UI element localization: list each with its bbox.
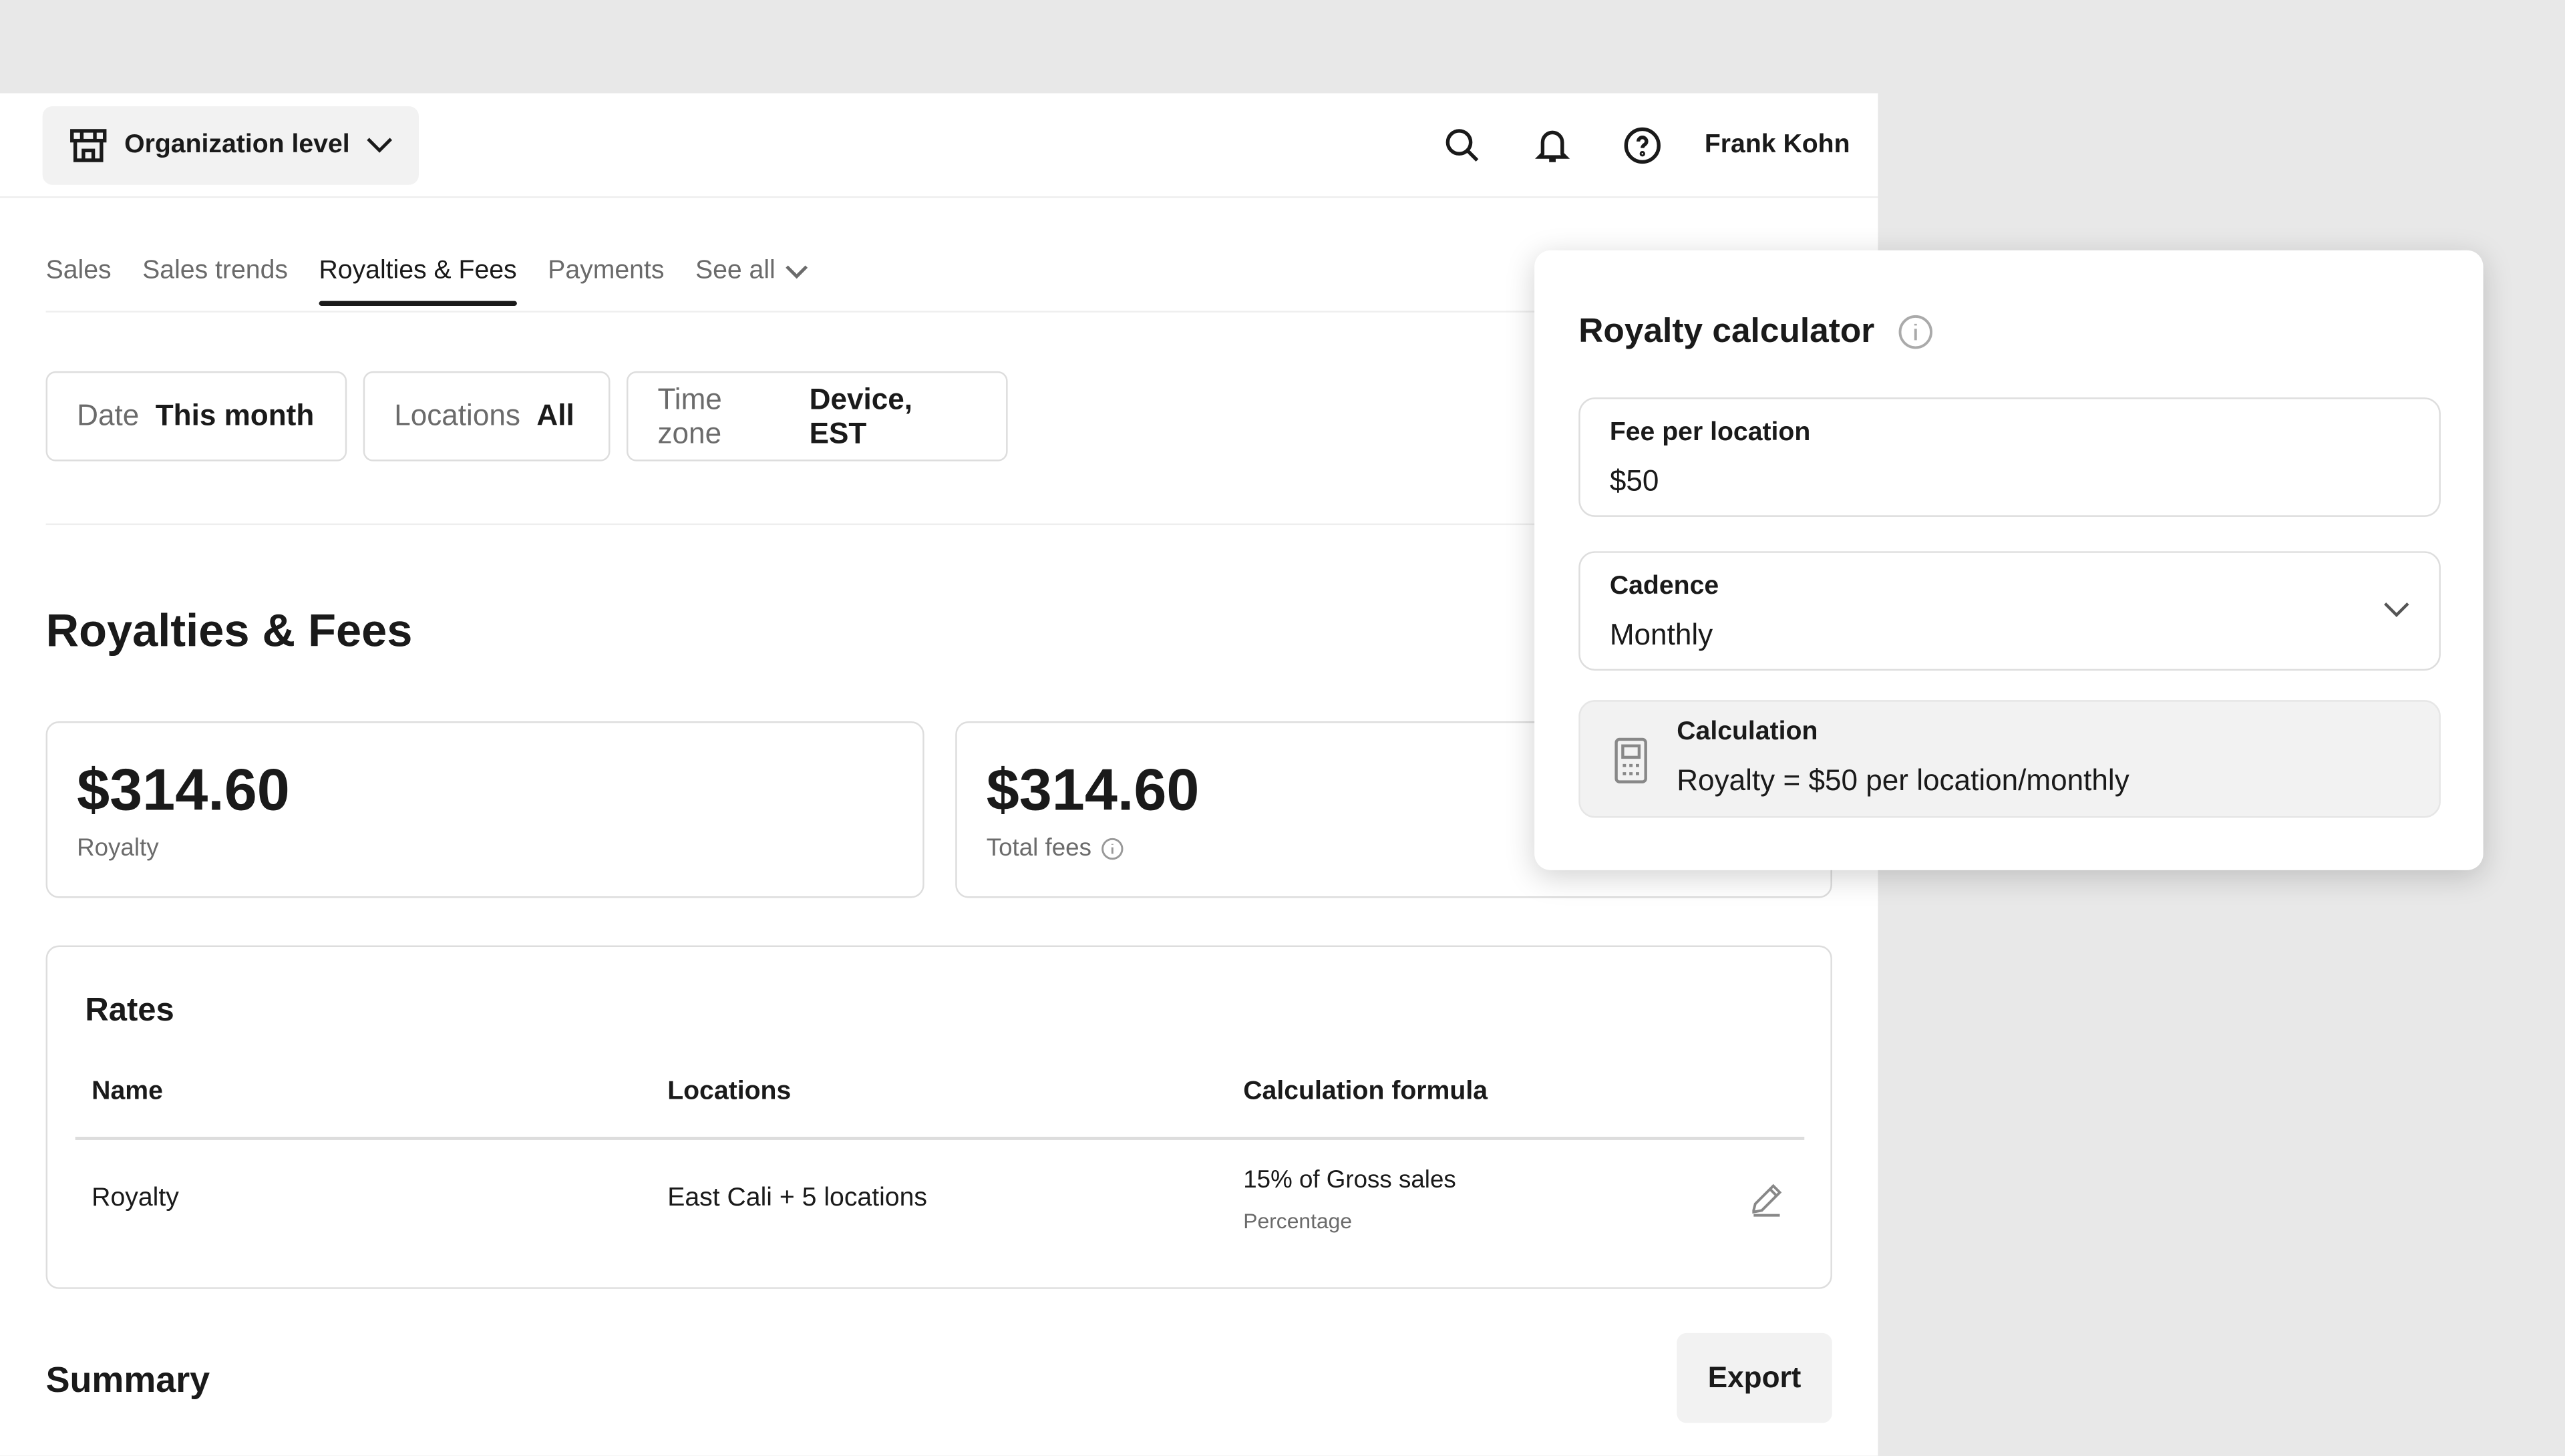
filter-value: This month: [155, 399, 315, 432]
field-label: Fee per location: [1609, 418, 1811, 447]
royalty-calculator-popover: Royalty calculator Fee per location $50 …: [1534, 250, 2484, 870]
metric-label: Royalty: [77, 834, 159, 862]
header-divider: [0, 196, 1878, 198]
rates-card: Rates Name Locations Calculation formula…: [45, 945, 1832, 1289]
rate-locations: East Cali + 5 locations: [667, 1184, 927, 1212]
edit-pencil-icon[interactable]: [1749, 1183, 1785, 1219]
filter-label: Time zone: [657, 381, 722, 449]
metric-label: Total fees: [986, 834, 1092, 862]
metric-value: $314.60: [986, 755, 1200, 823]
rate-name: Royalty: [92, 1184, 179, 1212]
search-icon[interactable]: [1443, 126, 1482, 166]
calculation-label: Calculation: [1677, 718, 1818, 746]
date-filter[interactable]: Date This month: [45, 371, 347, 462]
fee-per-location-input[interactable]: Fee per location $50: [1578, 397, 2441, 517]
locations-filter[interactable]: Locations All: [363, 371, 611, 462]
chevron-down-icon: [786, 265, 808, 279]
field-label: Cadence: [1609, 572, 1719, 600]
calculation-box: Calculation Royalty = $50 per location/m…: [1578, 700, 2441, 818]
organization-label: Organization level: [124, 130, 350, 159]
export-button[interactable]: Export: [1677, 1332, 1832, 1423]
calculator-title: Royalty calculator: [1578, 312, 1875, 351]
field-value: $50: [1609, 464, 1659, 498]
divider: [45, 523, 1846, 526]
chevron-down-icon: [366, 138, 392, 153]
rate-formula-type: Percentage: [1243, 1208, 1353, 1234]
filter-value: All: [536, 399, 574, 432]
tab-sales[interactable]: Sales: [45, 256, 112, 285]
tab-sales-trends[interactable]: Sales trends: [142, 256, 288, 285]
metric-value: $314.60: [77, 755, 290, 823]
bell-icon[interactable]: [1533, 126, 1572, 166]
filter-label: Locations: [394, 399, 520, 432]
summary-title: Summary: [45, 1359, 210, 1401]
tab-royalties-fees[interactable]: Royalties & Fees: [319, 256, 517, 306]
column-header-locations: Locations: [667, 1077, 792, 1106]
timezone-filter[interactable]: Time zone Device, EST: [626, 371, 1008, 462]
cadence-select[interactable]: Cadence Monthly: [1578, 551, 2441, 671]
column-header-formula: Calculation formula: [1243, 1077, 1488, 1106]
calculation-text: Royalty = $50 per location/monthly: [1677, 763, 2129, 797]
calculator-icon: [1614, 737, 1647, 783]
royalty-metric-card: $314.60 Royalty: [45, 721, 924, 898]
rate-formula: 15% of Gross sales: [1243, 1166, 1456, 1194]
see-all-label: See all: [695, 256, 776, 285]
user-name[interactable]: Frank Kohn: [1704, 130, 1850, 159]
total-fees-metric-card: $314.60 Total fees: [955, 721, 1832, 898]
rates-title: Rates: [85, 992, 174, 1029]
help-icon[interactable]: [1622, 126, 1662, 166]
info-icon[interactable]: [1101, 837, 1124, 860]
tabs-divider: [45, 311, 1846, 313]
tab-see-all[interactable]: See all: [695, 256, 808, 304]
chevron-down-icon: [2384, 602, 2409, 617]
tab-bar: Sales Sales trends Royalties & Fees Paym…: [45, 256, 808, 306]
field-value: Monthly: [1609, 618, 1713, 651]
storefront-icon: [70, 129, 107, 162]
tab-payments[interactable]: Payments: [548, 256, 665, 285]
filter-value: Device, EST: [809, 381, 913, 449]
page-title: Royalties & Fees: [45, 605, 413, 657]
info-icon[interactable]: [1898, 314, 1934, 350]
filter-label: Date: [77, 399, 140, 432]
column-header-name: Name: [92, 1077, 163, 1106]
table-header-divider: [75, 1137, 1805, 1140]
organization-selector[interactable]: Organization level: [42, 106, 419, 185]
